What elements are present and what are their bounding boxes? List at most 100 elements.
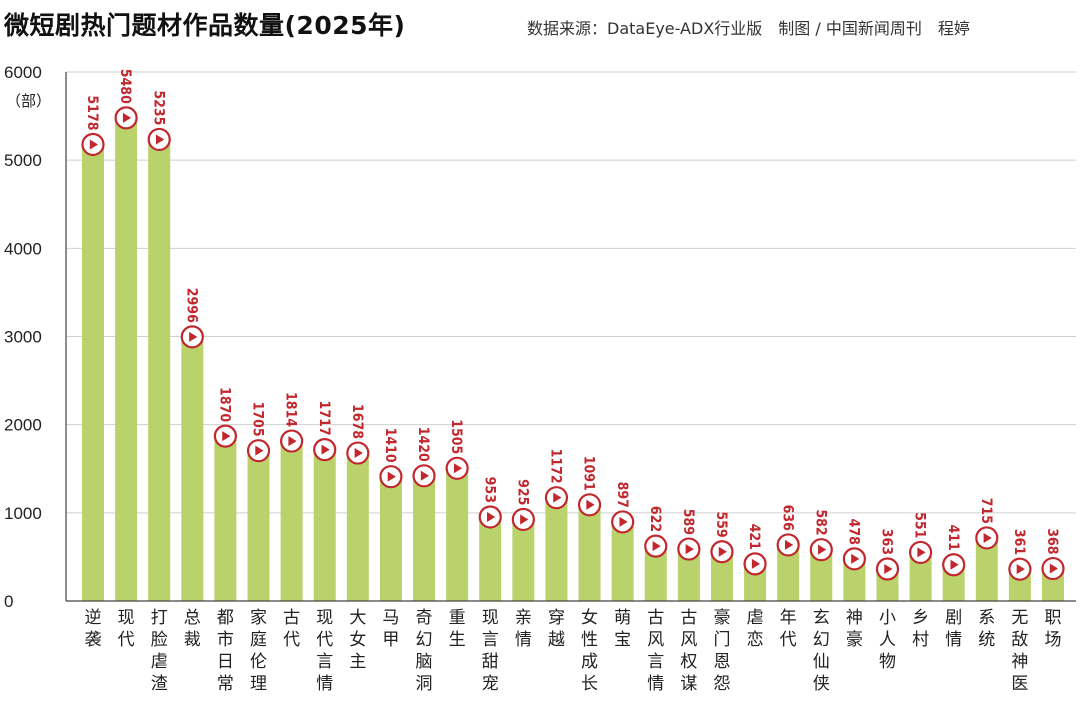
category-labels: 逆袭现代打脸虐渣总裁都市日常家庭伦理古代现代言情大女主马甲奇幻脑洞重生现言甜宠亲…	[85, 607, 1062, 694]
play-circle-icon	[809, 538, 833, 562]
value-label: 582	[812, 509, 828, 535]
play-circle-icon	[478, 505, 502, 529]
value-labels: 5178 5480 5235 2996 1870 1705 1814 1717 1678 1410…	[84, 69, 1060, 555]
play-circle-icon	[544, 486, 569, 510]
category-label: 马甲	[382, 608, 399, 650]
play-circle-icon	[842, 547, 866, 571]
bar	[677, 549, 700, 601]
value-label: 1410	[382, 428, 398, 463]
value-label: 1870	[217, 387, 233, 422]
play-circle-icon	[1008, 557, 1032, 581]
bar	[446, 468, 469, 601]
y-tick-label: 6000	[4, 63, 42, 82]
category-label: 家庭伦理	[250, 608, 267, 694]
category-label: 大女主	[349, 608, 366, 672]
bar	[578, 504, 601, 601]
category-label: 现言甜宠	[482, 608, 499, 694]
value-label: 559	[713, 511, 729, 537]
bar	[909, 552, 932, 601]
value-label: 1420	[415, 427, 431, 462]
bar	[843, 558, 866, 601]
value-label: 953	[481, 477, 497, 503]
category-label: 古风言情	[647, 608, 664, 694]
y-axis-unit: （部）	[6, 92, 51, 110]
play-circle-icon	[81, 132, 105, 157]
bar	[280, 441, 303, 601]
bar	[545, 497, 568, 601]
category-label: 虐恋	[747, 608, 764, 650]
category-label: 都市日常	[217, 608, 234, 694]
category-label: 奇幻脑洞	[416, 608, 433, 694]
value-label: 1717	[316, 401, 332, 436]
play-circle-icon	[445, 456, 469, 480]
bar	[181, 336, 204, 601]
category-label: 无敌神医	[1011, 608, 1028, 694]
value-label: 2996	[183, 288, 199, 323]
value-label: 1814	[283, 392, 299, 427]
bar	[82, 144, 104, 601]
value-label: 1705	[250, 402, 266, 437]
play-circle-icon	[908, 540, 933, 565]
value-label: 5178	[84, 95, 100, 130]
bars	[82, 117, 1064, 601]
category-label: 萌宝	[614, 608, 631, 650]
value-label: 897	[614, 482, 630, 508]
value-label: 421	[746, 524, 762, 550]
y-tick-label: 1000	[4, 504, 42, 523]
value-label: 1091	[581, 456, 597, 491]
bar	[644, 546, 667, 601]
value-label: 5480	[117, 69, 133, 104]
y-tick-label: 3000	[4, 328, 42, 347]
y-tick-label: 5000	[4, 151, 42, 170]
bar	[512, 519, 535, 601]
bar	[214, 436, 237, 601]
value-label: 361	[1011, 529, 1027, 555]
play-circle-icon	[1041, 556, 1065, 581]
value-label: 1172	[548, 449, 564, 484]
category-label: 重生	[449, 608, 466, 650]
category-label: 小人物	[879, 608, 896, 672]
y-tick-label: 2000	[4, 416, 42, 435]
category-label: 现代言情	[316, 608, 333, 694]
play-circle-icon	[743, 552, 767, 576]
category-label: 系统	[978, 608, 995, 650]
chart-title: 微短剧热门题材作品数量(2025年)	[4, 11, 406, 40]
value-label: 478	[845, 519, 861, 545]
category-label: 亲情	[515, 608, 532, 650]
bar	[975, 537, 998, 601]
value-label: 368	[1044, 528, 1060, 554]
category-label: 玄幻仙侠	[813, 608, 830, 694]
value-label: 363	[879, 529, 895, 555]
category-label: 古风权谋	[680, 608, 697, 694]
play-circle-icon	[379, 465, 403, 489]
value-label: 1678	[349, 404, 365, 439]
value-label: 411	[945, 524, 961, 550]
bar	[710, 551, 733, 601]
bar	[379, 476, 402, 601]
gridlines	[66, 71, 1076, 514]
y-tick-label: 4000	[4, 239, 42, 258]
play-circle-icon	[577, 493, 602, 517]
play-circle-icon	[313, 438, 337, 462]
category-label: 神豪	[846, 608, 863, 650]
play-circle-icon	[710, 540, 734, 564]
category-label: 年代	[780, 608, 797, 650]
bar	[115, 117, 138, 601]
play-circle-icon	[147, 127, 171, 152]
category-label: 剧情	[945, 608, 962, 650]
play-circle-icon	[114, 106, 138, 130]
category-label: 穿越	[548, 608, 565, 650]
value-label: 636	[779, 505, 795, 532]
category-label: 现代	[118, 608, 135, 650]
play-circle-icon	[644, 534, 668, 558]
play-circle-icon	[975, 526, 999, 550]
category-label: 总裁	[184, 608, 201, 650]
play-circle-icon	[213, 424, 238, 448]
play-circle-icon	[776, 533, 800, 557]
play-circle-icon	[875, 557, 900, 581]
play-circle-icon	[346, 441, 370, 465]
bar	[479, 516, 502, 601]
category-label: 打脸虐渣	[151, 608, 168, 694]
category-label: 乡村	[912, 608, 929, 650]
